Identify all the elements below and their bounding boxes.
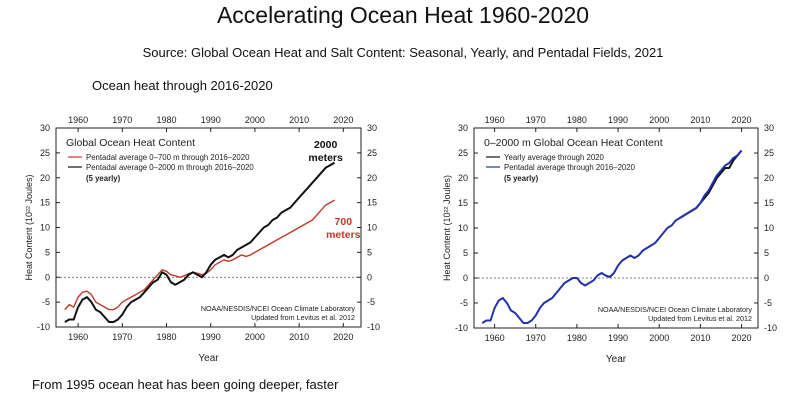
chart-1-y-tick-label-right: 15 [367,198,377,208]
chart-2-x-tick-label-top: 1970 [526,115,546,125]
chart-2-legend-label-1: Yearly average through 2020 [504,153,605,162]
footer-caption: From 1995 ocean heat has been going deep… [32,377,339,392]
chart-1-x-tick-label-top: 2010 [289,115,309,125]
chart-2-y-tick-label-right: 15 [764,198,774,208]
chart-2-x-tick-label-bottom: 1960 [485,333,505,343]
chart-1-y-tick-label-left: 25 [40,148,50,158]
chart-1-y-tick-label-left: -5 [42,297,50,307]
chart-1-y-tick-label-right: -5 [367,297,375,307]
chart-2-credit-line-1: NOAA/NESDIS/NCEI Ocean Climate Laborator… [598,305,753,314]
chart-1-x-tick-label-bottom: 1960 [68,332,88,342]
chart-2-x-tick-label-top: 1980 [567,115,587,125]
chart-2-y-tick-label-left: 0 [463,273,468,283]
chart-1-y-tick-label-right: -10 [367,322,380,332]
chart-subtitle: Ocean heat through 2016-2020 [92,78,273,93]
chart-1-y-tick-label-left: -10 [37,322,50,332]
chart-1-x-tick-label-bottom: 1980 [156,332,176,342]
chart-2-y-tick-label-left: -10 [455,323,468,333]
chart-2-series-line-2 [481,149,743,324]
chart-2-y-tick-label-left: 30 [458,123,468,133]
chart-1-credit-line-2: Updated from Levitus et al. 2012 [251,313,355,322]
chart-1-legend-label-2: Pentadal average 0–2000 m through 2016–2… [86,163,254,172]
chart-2-x-tick-label-top: 2000 [649,115,669,125]
chart-1-y-tick-label-left: 10 [40,223,50,233]
chart-1-y-tick-label-right: 0 [367,272,372,282]
chart-1-x-tick-label-bottom: 2020 [333,332,353,342]
chart-1-y-axis-label: Heat Content (10²² Joules) [24,174,34,280]
source-caption: Source: Global Ocean Heat and Salt Conte… [142,45,664,60]
chart-2-y-tick-label-left: 5 [463,248,468,258]
chart-2-x-tick-label-top: 2020 [732,115,752,125]
chart-2-y-tick-label-right: -5 [764,298,772,308]
chart-1-x-tick-label-top: 1990 [201,115,221,125]
chart-2-y-tick-label-right: 20 [764,173,774,183]
chart-1-y-tick-label-right: 30 [367,123,377,133]
chart-2-credit-line-2: Updated from Levitus et al. 2012 [648,314,752,323]
chart-2-series-line-1 [679,149,743,219]
chart-2-x-tick-label-bottom: 2020 [732,333,752,343]
chart-1-plot-frame [55,127,362,328]
chart-2-y-tick-label-left: 10 [458,223,468,233]
chart-1-y-tick-label-left: 15 [40,198,50,208]
chart-1-y-tick-label-right: 25 [367,148,377,158]
chart-2-y-tick-label-left: -5 [460,298,468,308]
chart-1-x-tick-label-top: 2020 [333,115,353,125]
chart-1-x-tick-label-bottom: 2010 [289,332,309,342]
chart-2-x-tick-label-bottom: 2010 [690,333,710,343]
chart-1-y-tick-label-left: 20 [40,173,50,183]
chart-2-y-tick-label-right: 5 [764,248,769,258]
chart-1-x-tick-label-top: 1960 [68,115,88,125]
chart-2-y-tick-label-right: -10 [764,323,777,333]
chart-2-x-tick-label-top: 2010 [690,115,710,125]
chart-2-y-tick-label-left: 15 [458,198,468,208]
chart-2-y-tick-label-right: 30 [764,123,774,133]
chart-2-y-tick-label-left: 25 [458,148,468,158]
page-title: Accelerating Ocean Heat 1960-2020 [216,2,590,28]
chart-1-x-tick-label-top: 1970 [112,115,132,125]
chart-2-x-tick-label-bottom: 1980 [567,333,587,343]
chart-1-chart-title: Global Ocean Heat Content [66,137,195,149]
chart-1-annotation-1-line-1: 2000 [314,139,338,151]
chart-2-x-tick-label-bottom: 2000 [649,333,669,343]
chart-1-series-line-2 [64,161,335,323]
chart-1-y-tick-label-left: 0 [45,272,50,282]
chart-1-x-axis-label: Year [198,353,219,364]
chart-2-legend-label-2: Pentadal average through 2016–2020 [504,163,636,172]
chart-1-annotation-1-line-2: meters [308,152,343,164]
chart-2-legend-note-2: (5 yearly) [504,174,539,183]
chart-1-x-tick-label-top: 2000 [245,115,265,125]
chart-1-legend-note-2: (5 yearly) [86,174,121,183]
chart-1-y-tick-label-left: 30 [40,123,50,133]
chart-2-y-tick-label-right: 0 [764,273,769,283]
chart-1-y-tick-label-right: 20 [367,173,377,183]
chart-2-y-tick-label-right: 10 [764,223,774,233]
chart-1-x-tick-label-top: 1980 [156,115,176,125]
chart-1-credit-line-1: NOAA/NESDIS/NCEI Ocean Climate Laborator… [201,304,356,313]
chart-1-x-tick-label-bottom: 2000 [245,332,265,342]
chart-1-y-tick-label-right: 5 [367,247,372,257]
chart-2-chart-title: 0–2000 m Global Ocean Heat Content [484,137,663,149]
chart-2-x-tick-label-bottom: 1970 [526,333,546,343]
chart-1-x-tick-label-bottom: 1970 [112,332,132,342]
chart-1-legend-label-1: Pentadal average 0–700 m through 2016–20… [86,153,250,162]
chart-1-y-tick-label-right: 10 [367,223,377,233]
chart-2-x-tick-label-bottom: 1990 [608,333,628,343]
chart-1-y-tick-label-left: 5 [45,247,50,257]
chart-2-x-tick-label-top: 1960 [485,115,505,125]
chart-1-annotation-2-line-1: 700 [335,216,353,228]
chart-1-annotation-2-line-2: meters [326,229,361,241]
chart-2-y-axis-label: Heat Content (10²² Joules) [442,175,452,281]
chart-2-y-tick-label-left: 20 [458,173,468,183]
chart-2-y-tick-label-right: 25 [764,148,774,158]
chart-1-series-line-1 [64,199,335,311]
chart-1-x-tick-label-bottom: 1990 [201,332,221,342]
chart-2-x-tick-label-top: 1990 [608,115,628,125]
chart-2-plot-frame [473,127,759,329]
chart-2-x-axis-label: Year [606,354,627,365]
